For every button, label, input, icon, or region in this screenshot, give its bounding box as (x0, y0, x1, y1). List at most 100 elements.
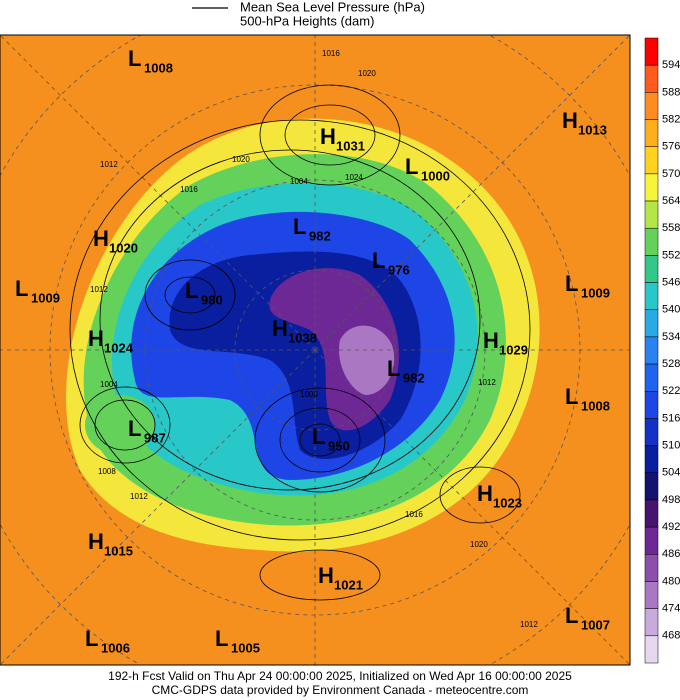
pressure-center-value: 982 (309, 228, 331, 243)
pressure-center-value: 1007 (581, 617, 610, 632)
pressure-center-letter: H (318, 563, 334, 588)
contour-label: 1012 (90, 285, 108, 294)
pressure-center-value: 1006 (101, 640, 130, 655)
pressure-center-value: 982 (403, 370, 425, 385)
colorbar-box (644, 526, 659, 555)
colorbar-label: 528 (662, 358, 680, 370)
contour-label: 1016 (322, 49, 340, 58)
colorbar-label: 498 (662, 494, 680, 506)
colorbar-label: 486 (662, 548, 680, 560)
contour-label: 1020 (358, 69, 376, 78)
pressure-center-letter: L (312, 424, 325, 449)
pressure-center-letter: L (128, 416, 141, 441)
pressure-center-value: 1038 (288, 330, 317, 345)
pressure-center-value: 1020 (109, 240, 138, 255)
colorbar-box (644, 227, 659, 256)
colorbar-box (644, 635, 659, 664)
colorbar-label: 564 (662, 195, 680, 207)
pressure-center-value: 1024 (104, 340, 134, 355)
colorbar-box (644, 445, 659, 474)
pressure-center-value: 976 (388, 262, 410, 277)
pressure-center-letter: H (477, 481, 493, 506)
pressure-center-value: 1000 (421, 168, 450, 183)
contour-label: 1004 (290, 177, 308, 186)
colorbar-box (644, 173, 659, 202)
pressure-center-letter: L (185, 278, 198, 303)
contour-label: 1016 (405, 510, 423, 519)
pressure-center-letter: L (387, 356, 400, 381)
colorbar-box (644, 418, 659, 446)
colorbar-box (644, 472, 659, 501)
pressure-center-letter: L (565, 384, 578, 409)
contour-label: 1012 (100, 160, 118, 169)
contour-label: 1012 (478, 378, 496, 387)
pressure-center-value: 950 (328, 438, 350, 453)
pressure-center-value: 1008 (144, 60, 173, 75)
colorbar: 594 588 582 576 570 564 558 552 546 540 534 528 522 5… (644, 37, 680, 664)
colorbar-label: 468 (662, 630, 680, 642)
colorbar-box (644, 282, 659, 310)
colorbar-box (644, 119, 659, 147)
colorbar-box (644, 363, 659, 392)
contour-label: 1016 (180, 185, 198, 194)
footer-text: 192-h Fcst Valid on Thu Apr 24 00:00:00 … (108, 669, 572, 683)
contour-label: 1012 (520, 620, 538, 629)
colorbar-box (644, 146, 659, 175)
pressure-center-value: 1031 (336, 138, 365, 153)
colorbar-box (644, 255, 659, 283)
colorbar-label: 576 (662, 141, 680, 153)
colorbar-label: 546 (662, 276, 680, 288)
contour-label: 1020 (232, 155, 250, 164)
pressure-center-value: 1009 (31, 290, 60, 305)
height-zone (339, 325, 395, 395)
pressure-center-letter: L (215, 626, 228, 651)
colorbar-label: 534 (662, 331, 680, 343)
pressure-center-letter: L (293, 214, 306, 239)
pressure-center-value: 980 (201, 292, 223, 307)
colorbar-label: 510 (662, 440, 680, 452)
colorbar-box (644, 554, 659, 582)
pressure-center-letter: H (483, 328, 499, 353)
legend-text: 500-hPa Heights (dam) (240, 13, 374, 28)
pressure-center-value: 1008 (581, 398, 610, 413)
pressure-center-value: 1009 (581, 285, 610, 300)
isobars (69, 84, 531, 601)
colorbar-box (644, 309, 659, 338)
pressure-center-letter: H (93, 226, 109, 251)
colorbar-label: 570 (662, 168, 680, 180)
colorbar-box (644, 608, 659, 637)
colorbar-label: 594 (662, 59, 680, 71)
contour-label: 1004 (100, 380, 118, 389)
contour-label: 1024 (345, 173, 363, 182)
pressure-center-value: 1029 (499, 342, 528, 357)
colorbar-label: 492 (662, 521, 680, 533)
pressure-center-value: 1013 (578, 122, 607, 137)
colorbar-box (644, 92, 659, 120)
colorbar-label: 558 (662, 222, 680, 234)
pressure-center-letter: L (565, 603, 578, 628)
colorbar-label: 504 (662, 467, 680, 479)
map-frame (0, 34, 631, 666)
pressure-center-value: 1005 (231, 640, 260, 655)
colorbar-box (644, 64, 659, 93)
colorbar-box (644, 200, 659, 229)
colorbar-box (644, 391, 659, 419)
pressure-center-value: 1015 (104, 543, 133, 558)
pressure-center-letter: L (85, 626, 98, 651)
colorbar-box (644, 37, 659, 66)
pressure-center-letter: H (88, 529, 104, 554)
contour-label: 1000 (300, 390, 318, 399)
colorbar-box (644, 499, 659, 528)
pressure-center-value: 987 (144, 430, 166, 445)
footer-text: CMC-GDPS data provided by Environment Ca… (152, 683, 529, 697)
pressure-center-letter: L (15, 276, 28, 301)
height-zone (85, 395, 155, 455)
pressure-center-letter: H (88, 326, 104, 351)
colorbar-box (644, 336, 659, 365)
legend-text: Mean Sea Level Pressure (hPa) (240, 0, 425, 14)
pressure-center-letter: L (372, 248, 385, 273)
pressure-center-value: 1021 (334, 577, 363, 592)
